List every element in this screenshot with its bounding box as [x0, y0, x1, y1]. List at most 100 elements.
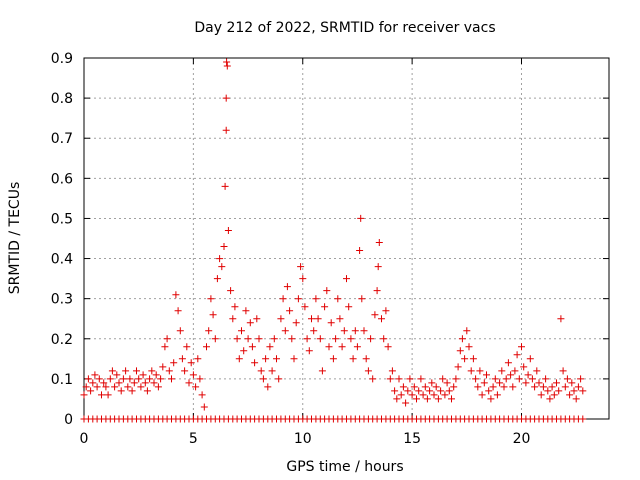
data-point [104, 391, 112, 399]
data-point [111, 383, 119, 391]
data-point [336, 315, 344, 323]
data-point [513, 351, 521, 359]
data-point [496, 379, 504, 387]
data-point [288, 335, 296, 343]
data-point [548, 383, 556, 391]
data-point [159, 363, 167, 371]
data-point [223, 58, 231, 66]
data-point [209, 311, 217, 319]
data-point [373, 287, 381, 295]
data-point [218, 263, 226, 271]
data-point [259, 375, 267, 383]
data-point [443, 379, 451, 387]
data-point [314, 315, 322, 323]
data-point [89, 379, 97, 387]
data-point [382, 307, 390, 315]
data-point [292, 319, 300, 327]
data-point [170, 359, 178, 367]
data-point [469, 355, 477, 363]
data-point [454, 363, 462, 371]
data-point [351, 327, 359, 335]
data-point [211, 335, 219, 343]
data-point [399, 383, 407, 391]
data-point [235, 355, 243, 363]
data-point [133, 367, 140, 375]
data-point [119, 375, 127, 383]
data-point [493, 391, 501, 399]
data-point [413, 395, 420, 403]
data-point [318, 367, 326, 375]
data-point [161, 343, 169, 351]
data-point [388, 367, 396, 375]
data-point [305, 347, 313, 355]
data-point [98, 391, 105, 399]
data-point [154, 383, 162, 391]
data-point [106, 375, 114, 383]
data-point [290, 355, 298, 363]
data-point [518, 343, 525, 351]
data-point [364, 367, 372, 375]
data-point [461, 355, 469, 363]
data-point [187, 359, 195, 367]
data-point [321, 303, 329, 311]
data-point [174, 307, 182, 315]
data-point [233, 335, 241, 343]
data-point [220, 243, 228, 250]
data-point [577, 375, 585, 383]
data-point [474, 383, 482, 391]
data-point [223, 62, 231, 70]
data-point [115, 379, 123, 387]
data-point [542, 375, 550, 383]
y-tick-label: 0.1 [51, 372, 73, 388]
data-point [279, 295, 287, 303]
y-tick-label: 0.5 [51, 211, 73, 227]
y-tick-label: 0.3 [51, 292, 73, 308]
data-point [303, 335, 311, 343]
data-point [312, 295, 320, 303]
data-point [141, 379, 149, 387]
data-point [185, 379, 193, 387]
data-point [539, 383, 547, 391]
data-point [113, 371, 121, 379]
data-point [294, 295, 302, 303]
data-point [222, 94, 230, 102]
data-point [347, 335, 355, 343]
y-tick-label: 0.6 [51, 171, 73, 187]
axis-ticks: 0 0.1 0.2 0.3 0.4 0.5 0.6 0.7 0.8 0.9 0 5 10 15 20 [51, 51, 609, 447]
grid-lines [84, 58, 609, 419]
data-point [360, 327, 368, 335]
data-point [491, 375, 499, 383]
data-point [572, 395, 580, 403]
data-point [338, 343, 346, 351]
data-point [369, 375, 377, 383]
data-point [168, 375, 175, 383]
data-point [561, 383, 569, 391]
y-tick-label: 0.2 [51, 332, 73, 348]
data-point [248, 343, 256, 351]
data-point [277, 315, 285, 323]
data-point [535, 379, 543, 387]
data-point [327, 319, 335, 327]
data-point [472, 375, 480, 383]
data-point [483, 371, 490, 379]
data-point [526, 355, 534, 363]
data-point [196, 375, 204, 383]
data-point [528, 375, 536, 383]
data-point [428, 379, 436, 387]
data-point [500, 383, 508, 391]
data-point [139, 371, 147, 379]
data-point [498, 367, 506, 375]
data-point [579, 415, 587, 423]
data-point [465, 343, 473, 351]
data-point [362, 355, 370, 363]
data-point [283, 283, 291, 291]
y-tick-label: 0.4 [51, 252, 73, 268]
data-point [207, 295, 215, 303]
data-point [509, 383, 517, 391]
data-point [356, 247, 364, 254]
data-point [378, 315, 385, 323]
data-point [507, 371, 515, 379]
x-tick-label: 0 [80, 431, 89, 447]
data-point [343, 275, 350, 283]
data-point [391, 387, 399, 395]
